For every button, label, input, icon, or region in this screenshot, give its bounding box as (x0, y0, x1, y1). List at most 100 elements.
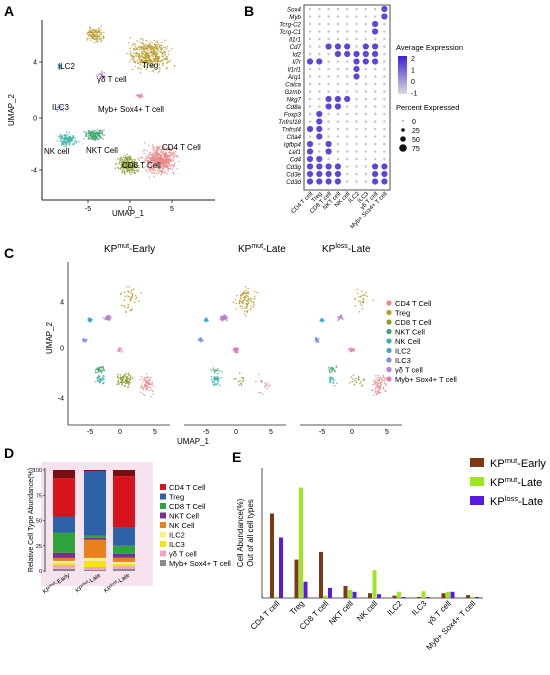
panel-c-point (220, 376, 222, 379)
panel-c-point (356, 288, 359, 291)
panel-c-point (353, 349, 356, 352)
panel-d-legend-label: γδ T cell (169, 550, 197, 559)
panel-c-point (247, 295, 249, 298)
panel-d-bar-segment (113, 561, 135, 564)
panel-c-point (120, 377, 122, 379)
panel-b-dot (308, 112, 312, 116)
panel-c-point (214, 376, 216, 379)
panel-c-point (216, 377, 219, 380)
panel-c-point (263, 386, 266, 388)
panel-e-legend-swatch (470, 458, 484, 467)
panel-b-dot (353, 58, 360, 65)
panel-b-dot (345, 120, 349, 123)
panel-b-gene-label: Il1rl1 (288, 67, 301, 74)
panel-c-point (381, 379, 383, 381)
panel-e-bar (392, 595, 397, 598)
panel-b-dot (364, 157, 368, 161)
panel-b-dot (383, 52, 386, 56)
panel-c-point (98, 368, 100, 370)
panel-b-dot (327, 7, 330, 11)
panel-c-point (352, 348, 354, 350)
panel-c-point (354, 298, 356, 300)
panel-c-point (217, 380, 219, 382)
panel-e-bar (368, 593, 372, 598)
panel-d-bar-segment (84, 567, 106, 570)
panel-c-point (123, 291, 126, 294)
panel-b-gene-labels: Sox4MybTcrg-C2Tcrg-C1Il1r1Cd7Id2Il7rIl1r… (278, 7, 302, 187)
panel-b-dot (336, 60, 340, 63)
panel-c-point (233, 378, 236, 381)
panel-b-dot (364, 30, 368, 33)
panel-b-dot (325, 95, 332, 103)
panel-c-point (239, 372, 241, 375)
panel-c-point (355, 381, 358, 383)
panel-c-point (127, 372, 130, 375)
panel-d-bar-segment (53, 552, 75, 558)
panel-b-gene-label: Calca (285, 82, 301, 89)
panel-label-c: C (4, 245, 14, 261)
panel-e-legend-label: KPmut-Early (490, 456, 546, 470)
panel-c-point (213, 369, 215, 372)
panel-b-dot (308, 15, 312, 18)
panel-b-dotplot: Sox4MybTcrg-C2Tcrg-C1Il1r1Cd7Id2Il7rIl1r… (278, 4, 463, 230)
panel-e-bar (426, 597, 430, 598)
panel-c-xtick: -5 (203, 429, 209, 436)
panel-b-dot (318, 105, 321, 108)
panel-c-point (147, 382, 149, 385)
panel-d-legend-swatch (160, 512, 166, 519)
panel-b-dot (364, 165, 368, 168)
panel-d-bar-segment (53, 564, 75, 569)
panel-c-point (144, 380, 147, 382)
panel-c-point (328, 368, 331, 370)
panel-b-dot (308, 52, 312, 56)
panel-b-dot (383, 67, 386, 71)
panel-c-point (213, 382, 216, 385)
panel-e-legend-swatch (470, 477, 484, 486)
panel-b-dot (364, 82, 368, 86)
panel-b-dot (327, 15, 330, 18)
panel-c-point (374, 387, 377, 390)
panel-c-point (247, 287, 249, 290)
panel-c-point (122, 378, 124, 381)
panel-c-point (379, 377, 382, 379)
panel-d-bar-segment (53, 470, 75, 479)
panel-d-bar-segment (113, 470, 135, 477)
panel-b-dot (383, 135, 386, 138)
panel-d-bar-segment (113, 563, 135, 566)
panel-b-dot (345, 157, 349, 161)
panel-e-ylabel2: Out of all cell types (246, 499, 255, 567)
panel-d-bar-segment (53, 569, 75, 571)
panel-b-avg-title: Average Expression (396, 43, 463, 52)
panel-c-point (378, 386, 381, 388)
panel-b-dot (308, 90, 312, 93)
panel-c-point (379, 392, 381, 394)
panel-e-bar (401, 597, 406, 598)
panel-a-cluster-label: NKT Cell (86, 146, 118, 155)
panel-c-point (116, 376, 119, 379)
panel-c-point (149, 383, 152, 386)
panel-c-point (255, 380, 257, 383)
panel-b-dot (364, 142, 368, 146)
panel-c-point (257, 373, 260, 376)
panel-c-point (200, 338, 202, 341)
panel-b-gene-label: Foxp3 (284, 112, 302, 119)
panel-c-point (121, 379, 123, 382)
panel-a-cluster-labels: ILC2 γδ T cell Treg ILC3 Myb+ Sox4+ T cell NK… (44, 61, 201, 170)
panel-c-point (265, 383, 268, 386)
panel-a-cluster-label: CD8 T Cell (122, 161, 161, 170)
panel-c-point (359, 303, 362, 305)
panel-b-dot (318, 22, 321, 26)
panel-c-point (127, 295, 129, 297)
panel-c-point (330, 378, 333, 380)
panel-c-point (127, 374, 130, 376)
panel-b-dot (345, 180, 349, 183)
panel-c-point (362, 300, 364, 302)
panel-b-dot (316, 178, 323, 185)
panel-b-dot (327, 90, 330, 93)
panel-b-pct-label: 0 (412, 119, 416, 126)
panel-c-point (234, 299, 237, 301)
panel-c-point (118, 349, 121, 352)
panel-c-point (236, 347, 238, 350)
panel-b-dot (308, 45, 312, 48)
panel-b-dot (345, 82, 349, 86)
